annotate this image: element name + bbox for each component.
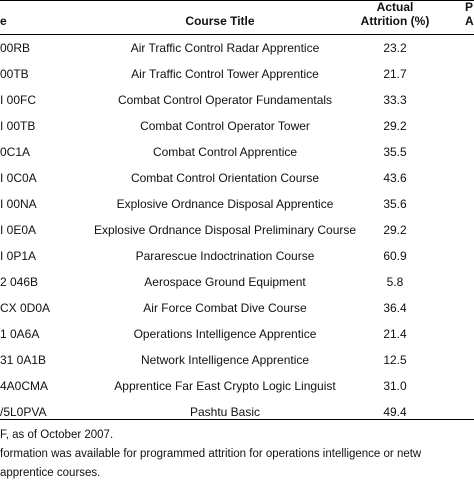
attrition-cell: 60.9 [383, 249, 407, 263]
header-rule [0, 34, 474, 35]
table-row: 0C1A Combat Control Apprentice 35.5 [0, 139, 474, 165]
table-body: 00RB Air Traffic Control Radar Apprentice… [0, 35, 474, 425]
table-row: 31 0A1B Network Intelligence Apprentice 12… [0, 347, 474, 373]
attrition-cell: 36.4 [383, 301, 407, 315]
table-row: I 0P1A Pararescue Indoctrination Course 60… [0, 243, 474, 269]
course-title-cell: Combat Control Operator Fundamentals [117, 93, 333, 107]
course-title-cell: Air Traffic Control Tower Apprentice [131, 67, 319, 81]
header-course-code: e [0, 14, 7, 28]
table-row: I 00TB Combat Control Operator Tower 29.2 [0, 113, 474, 139]
table-row: 4A0CMA Apprentice Far East Crypto Logic L… [0, 373, 474, 399]
table-row: 2 046B Aerospace Ground Equipment 5.8 [0, 269, 474, 295]
table-header: e Course Title Actual Attrition (%) P A [0, 0, 474, 32]
course-code-cell: CX 0D0A [0, 301, 51, 315]
attrition-cell: 29.2 [383, 223, 407, 237]
attrition-cell: 29.2 [383, 119, 407, 133]
attrition-cell: 12.5 [383, 353, 407, 367]
course-code-cell: 00TB [0, 67, 29, 81]
course-title-cell: Apprentice Far East Crypto Logic Linguis… [114, 379, 336, 393]
table-notes: F, as of October 2007. formation was ava… [0, 426, 474, 483]
course-title-cell: Pararescue Indoctrination Course [135, 249, 315, 263]
header-programmed-attrition: P A [465, 0, 474, 28]
course-code-cell: 4A0CMA [0, 379, 49, 393]
note-source: F, as of October 2007. [0, 429, 114, 441]
course-title-cell: Pashtu Basic [189, 405, 261, 419]
course-code-cell: /5L0PVA [0, 405, 47, 419]
course-code-cell: I 0E0A [0, 223, 37, 237]
note-information: formation was available for programmed a… [0, 448, 422, 460]
course-title-cell: Operations Intelligence Apprentice [133, 327, 317, 341]
course-title-cell: Air Traffic Control Radar Apprentice [130, 41, 320, 55]
course-title-cell: Combat Control Apprentice [152, 145, 298, 159]
course-code-cell: 00RB [0, 41, 31, 55]
course-code-cell: 31 0A1B [0, 353, 47, 367]
course-code-cell: I 00FC [0, 93, 37, 107]
table-row: I 0C0A Combat Control Orientation Course 4… [0, 165, 474, 191]
attrition-cell: 31.0 [383, 379, 407, 393]
course-title-cell: Combat Control Operator Tower [140, 119, 310, 133]
course-title-cell: Combat Control Orientation Course [130, 171, 320, 185]
table-row: 00TB Air Traffic Control Tower Apprentice… [0, 61, 474, 87]
table-row: I 00FC Combat Control Operator Fundamenta… [0, 87, 474, 113]
course-code-cell: I 00TB [0, 119, 36, 133]
attrition-cell: 33.3 [383, 93, 407, 107]
course-title-cell: Network Intelligence Apprentice [140, 353, 310, 367]
header-actual-attrition: Actual Attrition (%) [360, 0, 430, 28]
course-code-cell: I 0C0A [0, 171, 37, 185]
course-title-cell: Explosive Ordnance Disposal Preliminary … [93, 223, 357, 237]
table-row: 1 0A6A Operations Intelligence Apprentice… [0, 321, 474, 347]
attrition-cell: 35.5 [383, 145, 407, 159]
course-title-cell: Explosive Ordnance Disposal Apprentice [116, 197, 334, 211]
table-row: CX 0D0A Air Force Combat Dive Course 36.4 [0, 295, 474, 321]
table-bottom-rule [0, 419, 474, 420]
table-top-rule [0, 0, 474, 1]
course-code-cell: 2 046B [0, 275, 39, 289]
attrition-cell: 35.6 [383, 197, 407, 211]
course-code-cell: I 0P1A [0, 249, 37, 263]
table-row: /5L0PVA Pashtu Basic 49.4 [0, 399, 474, 425]
attrition-cell: 21.7 [383, 67, 407, 81]
attrition-cell: 43.6 [383, 171, 407, 185]
table-row: 00RB Air Traffic Control Radar Apprentice… [0, 35, 474, 61]
course-code-cell: I 00NA [0, 197, 37, 211]
course-code-cell: 1 0A6A [0, 327, 40, 341]
course-title-cell: Air Force Combat Dive Course [143, 301, 307, 315]
header-course-title: Course Title [185, 14, 255, 28]
course-code-cell: 0C1A [0, 145, 31, 159]
table-row: I 00NA Explosive Ordnance Disposal Appren… [0, 191, 474, 217]
course-title-cell: Aerospace Ground Equipment [144, 275, 306, 289]
attrition-cell: 23.2 [383, 41, 407, 55]
attrition-cell: 5.8 [386, 275, 404, 289]
attrition-cell: 49.4 [383, 405, 407, 419]
table-row: I 0E0A Explosive Ordnance Disposal Prelim… [0, 217, 474, 243]
attrition-cell: 21.4 [383, 327, 407, 341]
